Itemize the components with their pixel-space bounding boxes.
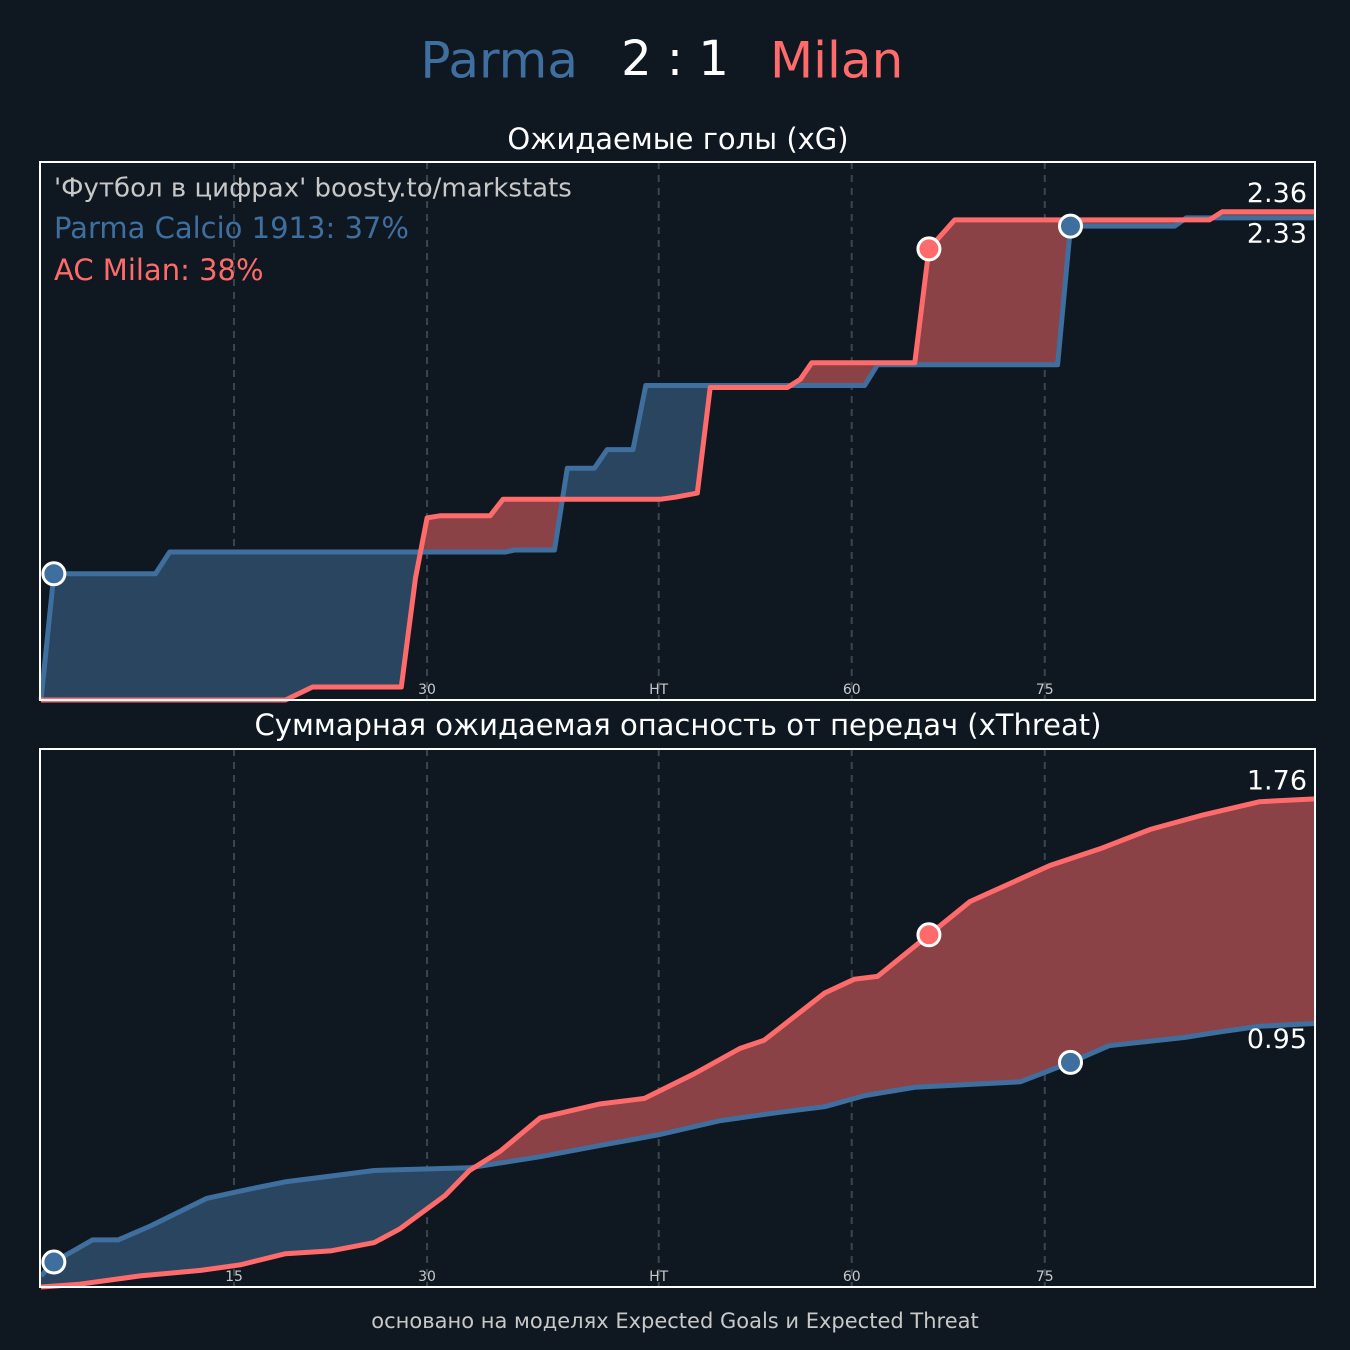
x-tick-label: HT [649,1269,669,1285]
series-line [41,209,1315,703]
plot-frame [39,161,1316,701]
score: 2 : 1 [621,31,729,87]
goal-marker [1057,213,1083,239]
x-tick-label: 30 [418,1269,436,1285]
legend-entry: Parma Calcio 1913: 37% [54,211,409,245]
x-tick-label: 15 [225,1269,243,1285]
footer: основано на моделях Expected Goals и Exp… [371,1309,978,1333]
chart-title: Ожидаемые голы (xG) [507,122,848,156]
legend-entry: AC Milan: 38% [54,253,264,287]
goal-marker [1057,1049,1083,1075]
series-line [40,796,1316,1290]
x-tick-label: 30 [418,682,436,698]
x-tick-label: 60 [843,1269,861,1285]
x-tick-label: 75 [1036,682,1054,698]
goal-marker [41,1249,67,1275]
goal-marker [41,561,67,587]
series-line [39,1021,1316,1278]
x-tick-label: 60 [843,682,861,698]
end-label: 0.95 [1247,1024,1307,1055]
plot-frame [39,748,1316,1288]
x-tick-label: HT [649,682,669,698]
end-label: 1.76 [1247,765,1307,796]
goal-marker [916,236,942,262]
x-tick-label: 75 [1036,1269,1054,1285]
away-team: Milan [770,32,903,90]
annotation: 'Футбол в цифрах' boosty.to/markstats [54,174,572,204]
end-label: 2.33 [1247,218,1307,249]
home-team: Parma [420,32,578,90]
end-label: 2.36 [1247,178,1307,209]
goal-marker [916,922,942,948]
chart-title: Суммарная ожидаемая опасность от передач… [255,708,1102,742]
